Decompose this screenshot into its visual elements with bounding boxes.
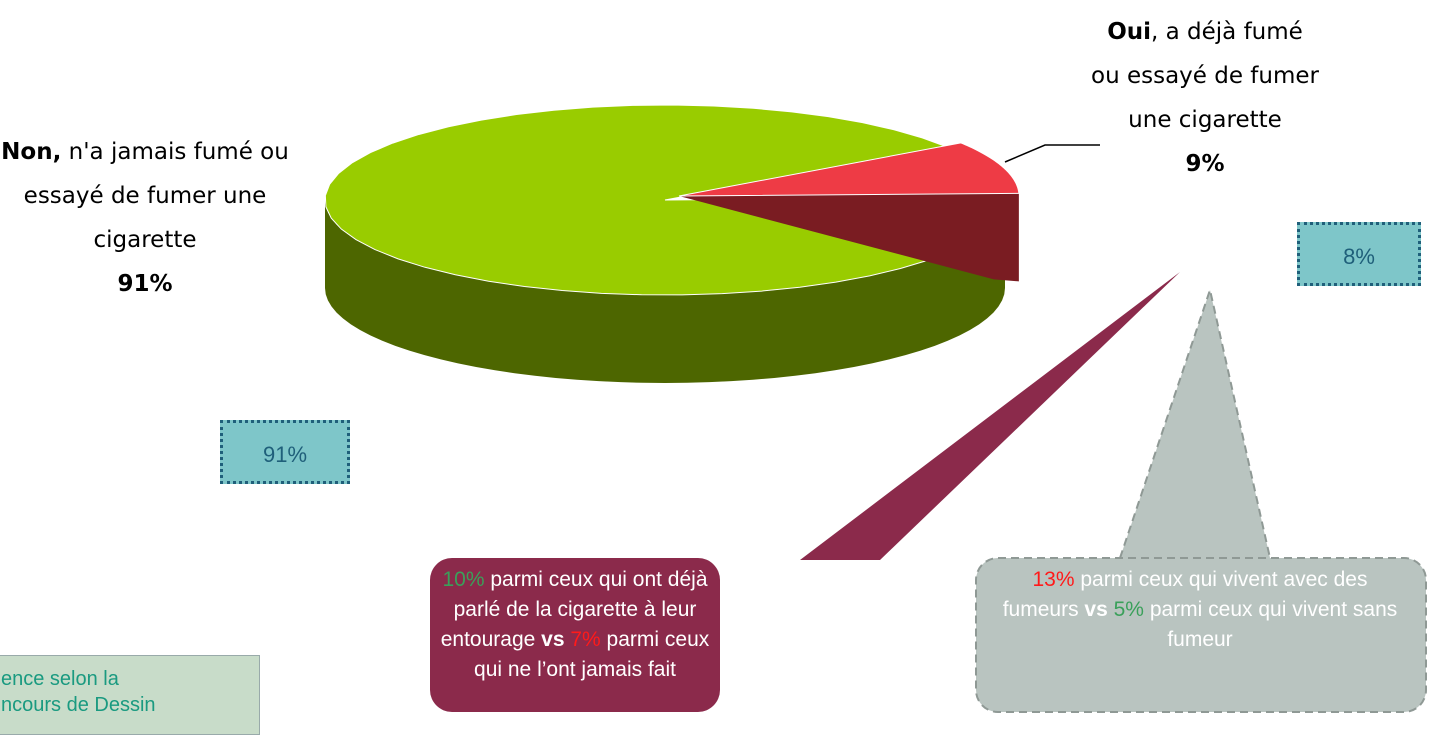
callout-part: vs (1084, 598, 1108, 621)
label-bold: Oui (1107, 19, 1151, 45)
callout-text: 13% parmi ceux qui vivent avec des fumeu… (1000, 565, 1400, 655)
slice (678, 142, 1020, 197)
value-label: 91% (117, 271, 173, 297)
slice-cut (679, 193, 1019, 282)
callout-num: 13% (1032, 568, 1075, 591)
callout-join (1100, 560, 1280, 566)
leader-line (1004, 144, 1100, 163)
slice (324, 104, 1006, 296)
value-label: 9% (1185, 151, 1225, 177)
label-text: , a déjà fumé ou essayé de fumer une cig… (1091, 19, 1319, 133)
callout-num: 5% (1113, 598, 1144, 621)
callout-box (975, 557, 1427, 713)
slice-label: Non, n'a jamais fumé ou essayé de fumer … (0, 130, 290, 306)
label-bold: Non, (1, 139, 62, 165)
callout-part: parmi ceux qui ne l’ont jamais fait (474, 628, 710, 681)
callout-pointer (1119, 286, 1271, 559)
comparison-box: 91% (220, 420, 350, 484)
callout-num: 7% (570, 628, 601, 651)
callout-part: vs (541, 628, 565, 651)
slice-label: Oui, a déjà fumé ou essayé de fumer une … (1090, 10, 1320, 186)
comparison-box: 8% (1297, 222, 1421, 286)
callout-text: 10% parmi ceux qui ont déjà parlé de la … (440, 565, 710, 685)
label-text: n'a jamais fumé ou essayé de fumer une c… (23, 139, 289, 253)
callout-num: 10% (442, 568, 485, 591)
callout-box (430, 558, 720, 712)
footnote-box: ence selon la ncours de Dessin (0, 655, 260, 735)
footnote-line: ncours de Dessin (1, 694, 156, 716)
callout-part: parmi ceux qui vivent avec des fumeurs (1002, 568, 1368, 621)
callout-part: parmi ceux qui ont déjà parlé de la ciga… (440, 568, 708, 651)
callout-part: parmi ceux qui vivent sans fumeur (1143, 598, 1398, 651)
slice-side (325, 200, 1005, 383)
footnote-line: ence selon la (1, 668, 119, 690)
